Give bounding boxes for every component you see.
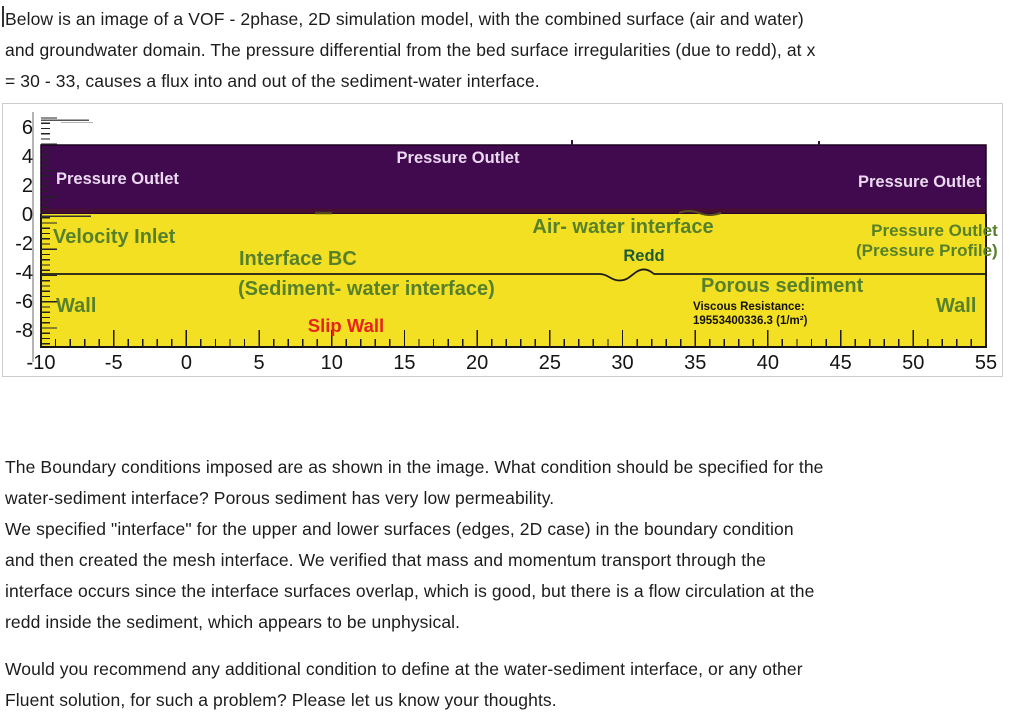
x-axis-tick-label: 10 — [320, 352, 343, 374]
x-axis-tick-label: 5 — [253, 352, 265, 374]
label-pressure-outlet-right: Pressure Outlet — [858, 173, 981, 191]
text-line: Below is an image of a VOF - 2phase, 2D … — [5, 9, 804, 29]
label-pressure-outlet-top: Pressure Outlet — [396, 149, 520, 167]
viscous-resistance-title: Viscous Resistance: — [693, 301, 805, 313]
label-redd: Redd — [623, 247, 665, 265]
x-axis-tick-label: 35 — [684, 352, 707, 374]
domain-drawing — [32, 112, 987, 362]
x-axis-tick-label: 55 — [974, 352, 998, 374]
text-line: and then created the mesh interface. We … — [5, 550, 766, 570]
y-axis-tick-label: 6 — [21, 117, 33, 139]
text-line: Fluent solution, for such a problem? Ple… — [5, 690, 557, 710]
text-line: interface occurs since the interface sur… — [5, 581, 815, 601]
x-axis-tick-label: 0 — [180, 352, 192, 374]
y-axis-tick-label: 0 — [21, 204, 33, 226]
y-axis-tick-label: -8 — [15, 320, 33, 342]
text-cursor — [2, 6, 4, 27]
text-line: We specified "interface" for the upper a… — [5, 519, 794, 539]
ruler-ticks — [40, 117, 987, 347]
paragraph-request: Would you recommend any additional condi… — [5, 654, 803, 716]
label-wall-right: Wall — [936, 295, 977, 317]
simulation-model-figure: Pressure Outlet Pressure Outlet Pressure… — [2, 103, 1003, 377]
paragraph-question: The Boundary conditions imposed are as s… — [5, 452, 824, 638]
x-axis-tick-label: 30 — [611, 352, 634, 374]
label-pressure-outlet-left: Pressure Outlet — [56, 170, 179, 188]
label-pressure-outlet-profile: Pressure Outlet (Pressure Profile) — [856, 221, 998, 260]
text-line: = 30 - 33, causes a flux into and out of… — [5, 71, 540, 91]
label-slip-wall: Slip Wall — [307, 315, 385, 336]
top-edge-marks — [571, 140, 820, 145]
paragraph-intro: Below is an image of a VOF - 2phase, 2D … — [5, 4, 815, 97]
y-axis-tick-label: -2 — [15, 233, 33, 255]
text-line: The Boundary conditions imposed are as s… — [5, 457, 824, 477]
label-air-water-interface: Air- water interface — [532, 216, 714, 238]
viscous-resistance-value: 19553400336.3 (1/m²) — [693, 315, 808, 327]
label-pressure-outlet-profile-line2: (Pressure Profile) — [856, 240, 998, 260]
bed-irregularity-mark — [678, 210, 722, 216]
label-pressure-outlet-profile-line1: Pressure Outlet — [871, 221, 998, 240]
x-axis-tick-label: 40 — [756, 352, 780, 374]
label-porous-sediment: Porous sediment — [701, 275, 864, 297]
text-line: Would you recommend any additional condi… — [5, 659, 803, 679]
air-region-bottom-shade — [41, 208, 986, 213]
y-axis-tick-label: -4 — [15, 262, 33, 284]
label-sediment-water-interface: (Sediment- water interface) — [238, 278, 495, 300]
water-sediment-region — [41, 214, 986, 347]
text-line: and groundwater domain. The pressure dif… — [5, 40, 816, 60]
text-line: redd inside the sediment, which appears … — [5, 612, 461, 632]
label-wall-left: Wall — [56, 295, 97, 317]
air-region — [40, 144, 987, 215]
x-axis-tick-label: 25 — [538, 352, 561, 374]
x-axis-tick-label: -5 — [104, 352, 123, 374]
x-axis-tick-label: 20 — [466, 352, 489, 374]
label-viscous-resistance: Viscous Resistance: 19553400336.3 (1/m²) — [693, 300, 807, 328]
x-axis-tick-label: -10 — [26, 352, 56, 374]
y-axis-tick-label: -6 — [15, 291, 33, 313]
sediment-water-interface-line — [41, 268, 986, 282]
label-interface-bc: Interface BC — [239, 248, 357, 270]
y-axis-tick-label: 4 — [21, 146, 33, 168]
y-axis-tick-label: 2 — [21, 175, 33, 197]
x-axis-tick-label: 15 — [393, 352, 416, 374]
x-axis-tick-label: 50 — [902, 352, 925, 374]
label-velocity-inlet: Velocity Inlet — [53, 226, 176, 248]
x-axis-tick-label: 45 — [829, 352, 852, 374]
text-line: water-sediment interface? Porous sedimen… — [5, 488, 555, 508]
